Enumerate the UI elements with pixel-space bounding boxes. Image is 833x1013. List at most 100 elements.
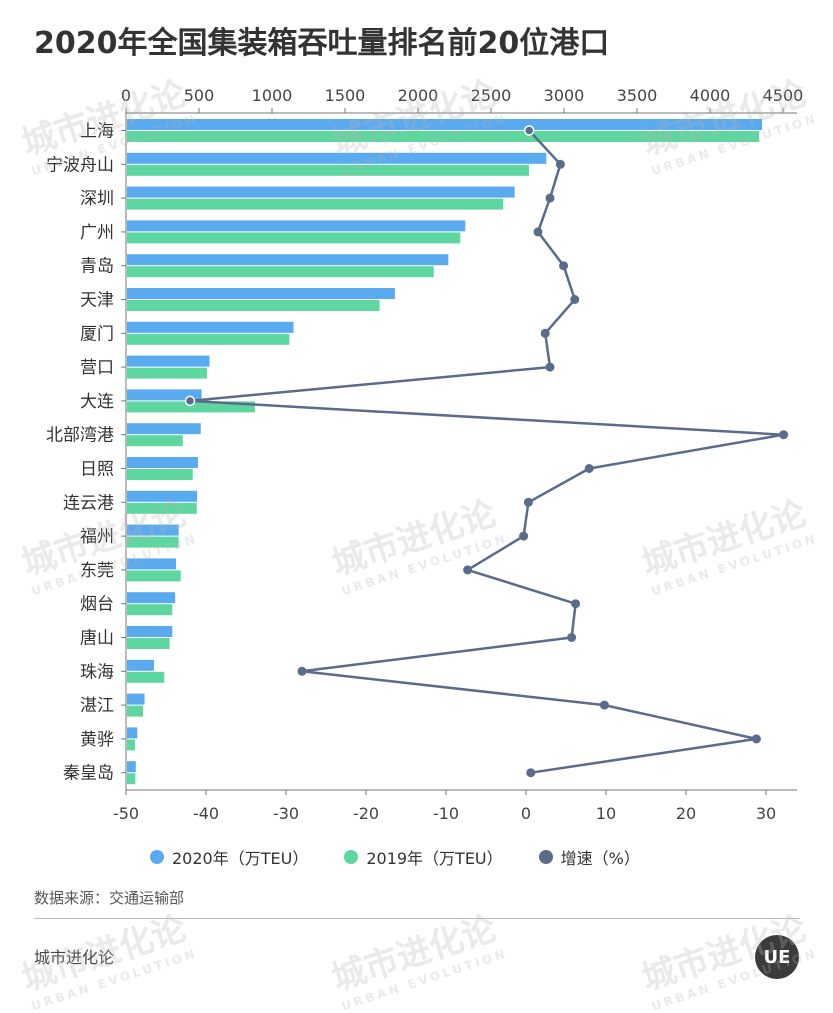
bar-2019[interactable]: [127, 300, 380, 311]
bar-2020[interactable]: [127, 355, 210, 367]
bar-2020[interactable]: [127, 524, 179, 536]
top-tick-label: 4500: [763, 86, 804, 105]
bar-2020[interactable]: [127, 626, 173, 637]
bottom-tick-label: 10: [596, 804, 616, 823]
category-label: 大连: [80, 392, 114, 412]
bar-2019[interactable]: [127, 164, 529, 176]
top-tick-label: 2500: [471, 86, 512, 105]
bar-2020[interactable]: [127, 693, 145, 705]
bar-2019[interactable]: [127, 671, 165, 683]
bar-2019[interactable]: [127, 773, 136, 785]
growth-point[interactable]: [184, 395, 196, 407]
legend-growth-label: 增速（%）: [560, 849, 640, 868]
bar-2020[interactable]: [127, 423, 201, 435]
growth-line: [188, 129, 785, 774]
category-label: 唐山: [80, 628, 114, 649]
bar-2020[interactable]: [127, 152, 547, 164]
legend-2020-swatch: [150, 850, 164, 864]
growth-point[interactable]: [297, 666, 307, 676]
bar-2019[interactable]: [127, 739, 136, 751]
bar-2019[interactable]: [127, 232, 461, 244]
bottom-tick-label: 30: [756, 804, 776, 823]
category-label: 营口: [80, 358, 114, 378]
growth-point[interactable]: [540, 328, 550, 338]
growth-point[interactable]: [570, 295, 580, 304]
bar-2019[interactable]: [127, 536, 179, 548]
brand-logo: UE: [755, 935, 799, 979]
bar-2020[interactable]: [127, 558, 177, 570]
growth-point[interactable]: [523, 497, 533, 507]
bar-2020[interactable]: [127, 186, 515, 198]
top-tick-label: 1000: [252, 86, 293, 105]
growth-point[interactable]: [523, 125, 535, 136]
bar-2020[interactable]: [127, 727, 138, 739]
category-label: 北部湾港: [46, 426, 114, 446]
growth-point[interactable]: [555, 159, 565, 169]
growth-point[interactable]: [779, 430, 789, 440]
category-label: 湛江: [80, 696, 114, 716]
bar-2020[interactable]: [127, 659, 155, 671]
growth-point[interactable]: [533, 227, 543, 237]
category-label: 上海: [80, 122, 114, 142]
bar-2020[interactable]: [127, 119, 763, 130]
bar-2020[interactable]: [127, 220, 466, 232]
top-tick-label: 500: [184, 86, 215, 105]
category-label: 深圳: [80, 189, 114, 209]
growth-point[interactable]: [567, 633, 577, 642]
growth-point[interactable]: [584, 464, 594, 473]
bottom-tick-label: -50: [113, 804, 139, 823]
bar-2020[interactable]: [127, 321, 294, 333]
bottom-tick-label: 0: [521, 804, 531, 823]
top-tick-label: 0: [121, 86, 131, 105]
top-tick-label: 3000: [544, 86, 585, 105]
growth-point[interactable]: [526, 768, 536, 778]
bar-2019[interactable]: [127, 705, 144, 717]
legend-item-growth[interactable]: 增速（%）: [538, 845, 640, 869]
bar-2020[interactable]: [127, 288, 395, 299]
bar-2019[interactable]: [127, 266, 434, 278]
chart-area: 0 500 1000 1500 2000 2500 3000 3500 4000 4500 -50 -…: [46, 86, 804, 823]
bar-2019[interactable]: [127, 333, 290, 345]
category-label: 福州: [80, 527, 114, 547]
bar-2019[interactable]: [127, 198, 504, 210]
category-label: 东莞: [80, 561, 114, 581]
category-label: 秦皇岛: [63, 764, 114, 784]
bottom-tick-label: -40: [193, 804, 219, 823]
bar-2019[interactable]: [127, 469, 193, 480]
bar-2019[interactable]: [127, 502, 197, 514]
bar-2019[interactable]: [127, 131, 760, 142]
category-label: 宁波舟山: [46, 155, 114, 175]
bar-2020[interactable]: [127, 254, 449, 266]
growth-point[interactable]: [751, 734, 761, 744]
top-tick-label: 1500: [325, 86, 366, 105]
legend-item-2020[interactable]: 2020年（万TEU）: [150, 845, 308, 869]
chart-title: 2020年全国集装箱吞吐量排名前20位港口: [34, 26, 610, 61]
bar-2020[interactable]: [127, 389, 202, 401]
growth-point[interactable]: [545, 193, 555, 203]
growth-point[interactable]: [519, 531, 529, 541]
growth-point[interactable]: [463, 565, 473, 575]
bar-2019[interactable]: [127, 570, 181, 582]
bar-2020[interactable]: [127, 490, 198, 502]
top-tick-label: 3500: [617, 86, 658, 105]
bar-2019[interactable]: [127, 638, 170, 649]
bar-2020[interactable]: [127, 592, 176, 604]
bar-2019[interactable]: [127, 367, 208, 379]
bar-2019[interactable]: [127, 435, 183, 447]
top-tick-label: 2000: [398, 86, 439, 105]
category-label: 黄骅: [80, 730, 114, 750]
growth-point[interactable]: [545, 362, 555, 372]
legend-item-2019[interactable]: 2019年（万TEU）: [344, 845, 503, 869]
bottom-tick-label: -20: [353, 804, 379, 823]
bar-2020[interactable]: [127, 457, 198, 468]
growth-point[interactable]: [559, 261, 569, 271]
bar-2019[interactable]: [127, 604, 173, 616]
growth-point[interactable]: [571, 599, 581, 609]
growth-point[interactable]: [599, 700, 609, 710]
data-source: 数据来源：交通运输部: [34, 889, 185, 907]
legend-2020-label: 2020年（万TEU）: [172, 849, 309, 868]
legend-2019-swatch: [344, 850, 359, 864]
bar-2019[interactable]: [127, 401, 255, 413]
bar-2020[interactable]: [127, 761, 136, 773]
category-label: 青岛: [80, 257, 114, 277]
